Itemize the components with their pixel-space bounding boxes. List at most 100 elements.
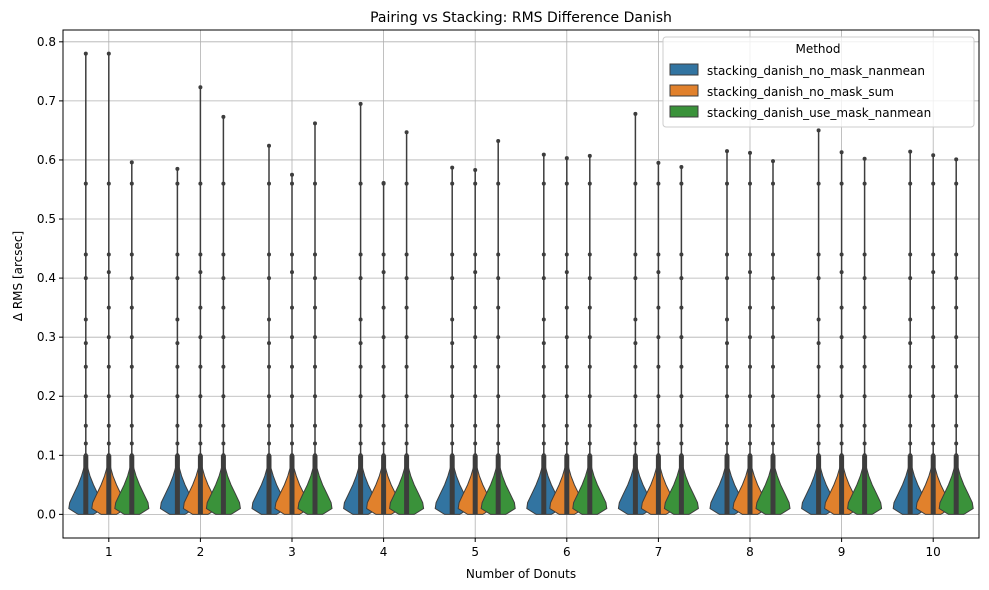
violin-point (313, 335, 317, 340)
violin-point (587, 305, 592, 310)
violin-point (771, 423, 775, 428)
violin-point (587, 364, 592, 369)
violin-point (129, 453, 134, 458)
violin-point (908, 317, 913, 322)
violin-point (404, 364, 409, 369)
violin-point (450, 453, 455, 458)
violin-point (587, 453, 592, 458)
violin-0-8 (709, 149, 745, 515)
violin-point (954, 453, 959, 458)
x-tick-label: 5 (471, 545, 479, 559)
violin-point (656, 181, 661, 186)
plot-frame (62, 29, 980, 539)
violin-point (862, 181, 867, 186)
legend-swatch (669, 105, 699, 118)
violin-point (587, 153, 592, 158)
violin-point (450, 252, 455, 257)
violin-point (198, 85, 203, 90)
violin-point (541, 394, 546, 399)
violin-point (106, 441, 111, 446)
violin-point (267, 394, 271, 399)
legend-swatch (669, 84, 699, 97)
violin-point (175, 423, 180, 428)
violin-point (633, 364, 638, 369)
violin-point (839, 441, 844, 446)
violin-point (106, 51, 111, 56)
violin-point (656, 364, 661, 369)
violin-point (473, 252, 478, 257)
violin-point (175, 317, 180, 322)
violin-point (381, 335, 386, 340)
violin-2-8 (755, 159, 791, 515)
violin-point (381, 364, 386, 369)
violin-point (862, 423, 867, 428)
violin-point (954, 423, 959, 428)
violin-point (839, 270, 844, 275)
violin-point (816, 181, 821, 186)
violin-point (381, 180, 386, 185)
violin-point (358, 181, 363, 186)
violin-point (816, 394, 821, 399)
violin-point (450, 276, 455, 281)
violin-point (656, 441, 661, 446)
violin-point (771, 181, 775, 186)
violin-point (862, 305, 867, 310)
violin-point (381, 423, 386, 428)
violin-point (175, 453, 180, 458)
violin-point (908, 276, 913, 281)
violin-point (221, 181, 226, 186)
x-tick-label: 6 (563, 545, 571, 559)
legend-item: stacking_danish_no_mask_sum (669, 84, 894, 99)
violin-point (267, 441, 271, 446)
violin-point (221, 252, 226, 257)
violin-point (290, 453, 294, 458)
violin-point (633, 341, 638, 346)
violin-point (496, 181, 501, 186)
violin-point (679, 276, 684, 281)
violin-point (862, 441, 867, 446)
violin-1-4 (366, 180, 402, 515)
violin-point (771, 453, 775, 458)
x-tick-label: 9 (838, 545, 846, 559)
violin-point (839, 335, 844, 340)
violin-point (587, 423, 592, 428)
violin-point (106, 423, 111, 428)
violin-point (175, 441, 180, 446)
x-axis-label: Number of Donuts (466, 567, 576, 581)
violin-point (725, 423, 729, 428)
violin-point (541, 364, 546, 369)
violin-point (931, 335, 936, 340)
violin-point (290, 270, 294, 275)
violin-point (175, 341, 180, 346)
violin-point (656, 335, 661, 340)
violin-point (358, 101, 363, 106)
violin-point (748, 441, 752, 446)
violin-point (816, 276, 821, 281)
violin-point (816, 317, 821, 322)
violin-point (954, 305, 959, 310)
violin-point (725, 441, 729, 446)
violin-point (679, 335, 684, 340)
y-tick-label: 0.0 (37, 507, 56, 521)
violin-point (931, 441, 936, 446)
violin-point (175, 252, 180, 257)
violin-point (931, 305, 936, 310)
violin-point (564, 441, 569, 446)
violin-1-10 (915, 153, 951, 515)
legend-label: stacking_danish_no_mask_sum (707, 85, 894, 99)
violin-1-5 (457, 167, 493, 515)
violin-point (473, 335, 478, 340)
violin-point (381, 394, 386, 399)
violin-2-9 (847, 156, 883, 515)
violin-point (473, 167, 478, 172)
violin-point (633, 181, 638, 186)
violin-2-10 (938, 157, 974, 515)
violin-point (954, 181, 959, 186)
violin-point (541, 276, 546, 281)
violin-point (175, 276, 180, 281)
violin-point (404, 181, 409, 186)
violin-point (954, 394, 959, 399)
violin-point (541, 317, 546, 322)
violin-point (908, 149, 913, 154)
legend: Method stacking_danish_no_mask_nanmean s… (662, 36, 975, 128)
